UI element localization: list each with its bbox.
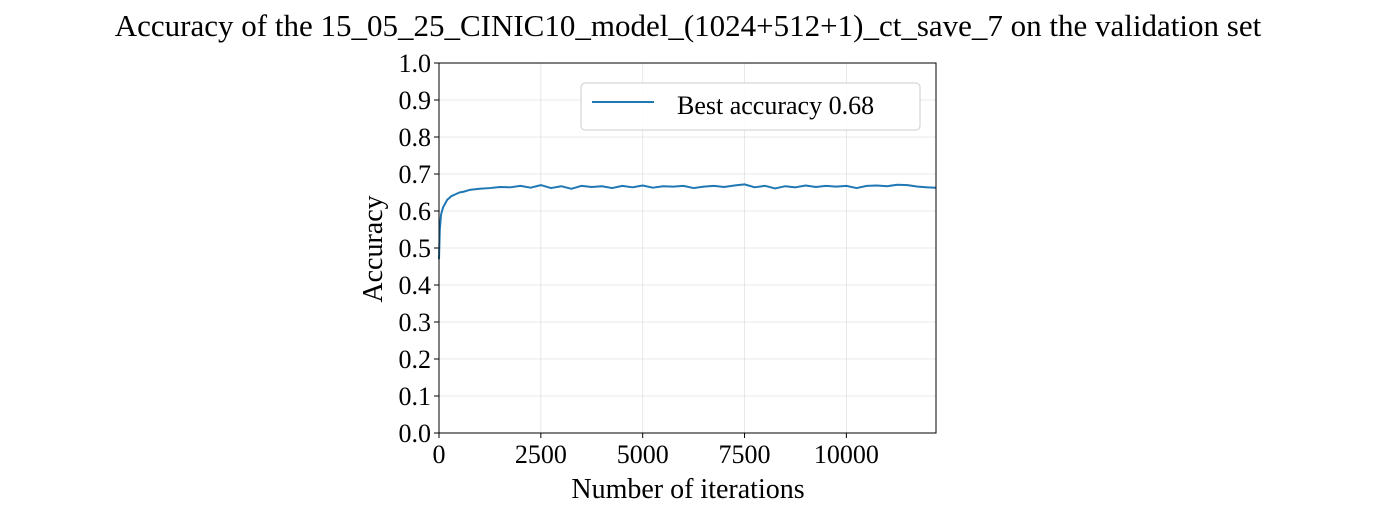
axis-ticks: 0.0 0.1 0.2 0.3 0.4 0.5 0.6 0.7 0.8 0.9 1.0 0 2500 50… xyxy=(399,49,879,469)
y-tick-label: 0.2 xyxy=(399,345,432,374)
y-tick-label: 0.7 xyxy=(399,160,432,189)
y-axis-label: Accuracy xyxy=(358,195,389,302)
x-tick-label: 5000 xyxy=(617,440,669,469)
chart-title: Accuracy of the 15_05_25_CINIC10_model_(… xyxy=(115,8,1262,43)
x-axis-label: Number of iterations xyxy=(571,474,804,505)
x-tick-label: 7500 xyxy=(719,440,771,469)
y-tick-label: 0.6 xyxy=(399,197,432,226)
legend-box xyxy=(580,82,921,131)
y-tick-label: 1.0 xyxy=(399,49,432,78)
legend: Best accuracy 0.68 xyxy=(580,82,921,131)
series-line-0 xyxy=(438,183,937,260)
y-tick-label: 0.4 xyxy=(399,271,432,300)
y-tick-label: 0.1 xyxy=(399,382,432,411)
legend-label: Best accuracy 0.68 xyxy=(677,91,874,120)
x-tick-label: 2500 xyxy=(515,440,567,469)
x-tick-label: 10000 xyxy=(814,440,879,469)
y-tick-label: 0.9 xyxy=(399,86,432,115)
x-tick-label: 0 xyxy=(433,440,446,469)
y-tick-label: 0.0 xyxy=(399,419,432,448)
plot-frame xyxy=(438,62,937,434)
y-tick-label: 0.8 xyxy=(399,123,432,152)
y-tick-label: 0.5 xyxy=(399,234,432,263)
y-tick-label: 0.3 xyxy=(399,308,432,337)
series-group xyxy=(438,183,937,260)
